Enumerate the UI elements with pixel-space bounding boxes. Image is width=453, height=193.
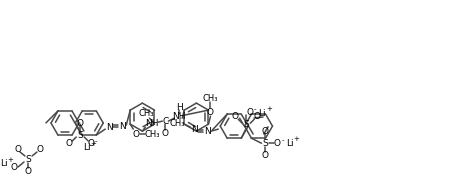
Text: N: N	[119, 122, 125, 131]
Text: -: -	[281, 137, 284, 143]
Text: S: S	[263, 139, 268, 148]
Text: O: O	[66, 139, 73, 147]
Text: +: +	[90, 141, 96, 147]
Text: S: S	[243, 120, 249, 129]
Text: O: O	[262, 127, 269, 136]
Text: H: H	[176, 103, 183, 112]
Text: O: O	[262, 151, 269, 160]
Text: O: O	[254, 112, 261, 121]
Text: -: -	[95, 138, 97, 144]
Text: +: +	[294, 136, 299, 142]
Text: Li: Li	[286, 139, 293, 148]
Text: +: +	[7, 157, 13, 163]
Text: CH₃: CH₃	[169, 119, 185, 128]
Text: O: O	[162, 129, 169, 138]
Text: -: -	[254, 106, 256, 112]
Text: O: O	[207, 108, 214, 117]
Text: Li: Li	[83, 144, 91, 152]
Text: O: O	[10, 163, 18, 172]
Text: Li: Li	[0, 159, 8, 168]
Text: N: N	[191, 125, 198, 134]
Text: Li: Li	[258, 109, 266, 118]
Text: O: O	[37, 145, 43, 153]
Text: N: N	[106, 123, 113, 132]
Text: NH: NH	[173, 112, 186, 121]
Text: O: O	[77, 119, 84, 128]
Text: N: N	[204, 127, 211, 136]
Text: CH₃: CH₃	[145, 130, 160, 139]
Text: NH: NH	[145, 119, 159, 128]
Text: O: O	[247, 108, 254, 117]
Text: O: O	[232, 112, 239, 121]
Text: C: C	[162, 117, 169, 126]
Text: S: S	[25, 155, 31, 163]
Text: O: O	[24, 167, 32, 175]
Text: CH₃: CH₃	[203, 94, 218, 103]
Text: O: O	[274, 139, 281, 148]
Text: O: O	[133, 130, 140, 139]
Text: +: +	[266, 106, 272, 112]
Text: S: S	[77, 131, 83, 141]
Text: CH₃: CH₃	[139, 109, 154, 118]
Text: O: O	[14, 145, 21, 153]
Text: O: O	[88, 140, 95, 148]
